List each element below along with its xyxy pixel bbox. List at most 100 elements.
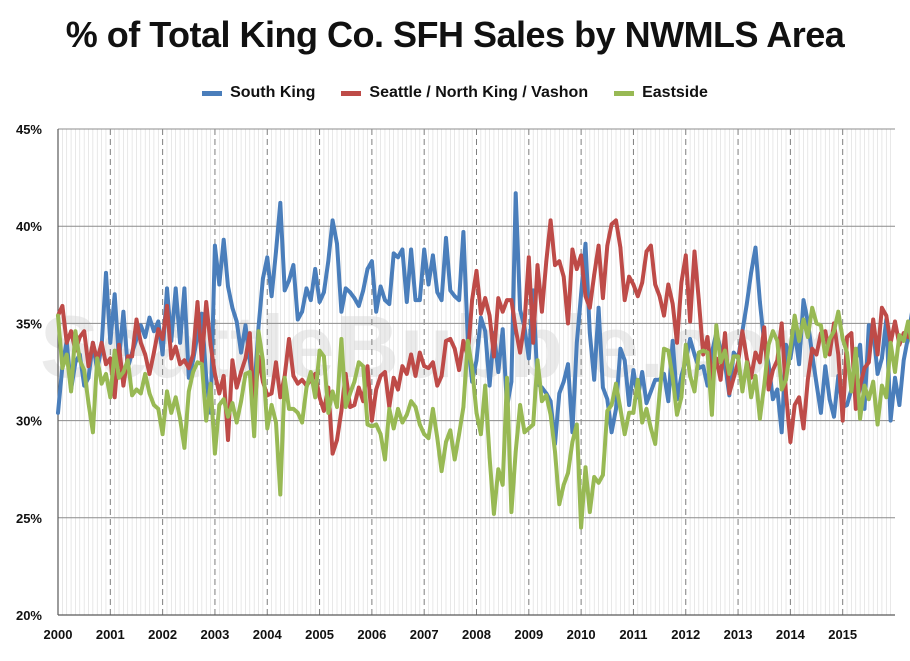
series-0-point (409, 247, 413, 252)
series-1-point (592, 273, 597, 277)
series-2-point (352, 379, 357, 384)
series-2-point (810, 306, 814, 310)
series-2-point (121, 370, 126, 374)
series-0-point (418, 298, 422, 302)
series-0-point (261, 276, 265, 281)
series-0-point (496, 370, 501, 374)
series-0-point (313, 267, 318, 271)
series-0-point (819, 411, 823, 415)
series-2-point (832, 329, 836, 333)
series-2-point (513, 449, 518, 454)
series-1-point (422, 364, 426, 368)
series-2-point (819, 323, 823, 328)
series-1-point (666, 282, 671, 287)
series-1-point (322, 409, 326, 413)
series-1-point (740, 329, 745, 333)
series-0-point (243, 323, 248, 328)
y-tick-label: 20% (16, 608, 42, 623)
series-2-point (553, 449, 557, 454)
series-2-point (631, 411, 636, 415)
series-0-point (431, 253, 435, 258)
series-0-point (204, 376, 209, 380)
series-2-point (509, 510, 514, 514)
series-2-point (409, 399, 413, 403)
series-1-point (165, 304, 169, 308)
series-2-point (383, 457, 387, 462)
series-2-point (666, 348, 671, 353)
series-1-point (801, 426, 806, 431)
series-1-point (827, 352, 832, 357)
series-2-point (230, 401, 235, 405)
series-1-point (234, 385, 239, 390)
series-1-point (64, 341, 69, 345)
series-1-point (649, 243, 653, 248)
series-0-point (112, 292, 117, 297)
series-0-point (274, 249, 278, 254)
series-0-point (295, 317, 300, 322)
series-2-point (69, 389, 73, 394)
series-2-point (823, 354, 828, 359)
series-2-point (304, 385, 309, 390)
series-2-point (474, 411, 479, 415)
series-2-point (77, 358, 82, 363)
series-0-point (527, 356, 531, 361)
series-0-point (256, 325, 261, 330)
series-1-point (810, 346, 814, 351)
series-1-point (544, 259, 549, 263)
series-2-point (614, 381, 618, 386)
series-0-point (579, 292, 583, 297)
series-1-point (383, 370, 387, 374)
series-0-point (391, 251, 396, 256)
series-2-point (701, 348, 705, 353)
series-0-point (814, 381, 819, 386)
series-2-point (130, 393, 134, 398)
series-2-point (779, 387, 784, 392)
series-1-point (718, 377, 723, 382)
series-1-point (409, 352, 413, 357)
series-1-point (492, 354, 496, 359)
series-0-point (426, 282, 431, 287)
series-2-point (849, 389, 854, 394)
series-0-point (143, 335, 147, 339)
series-0-point (771, 397, 775, 402)
series-2-point (806, 335, 810, 339)
series-1-point (339, 409, 344, 413)
series-2-point (217, 403, 222, 407)
series-1-point (291, 374, 296, 378)
series-1-point (239, 370, 243, 374)
legend-item: Seattle / North King / Vashon (341, 84, 588, 102)
series-2-point (548, 412, 553, 417)
series-2-point (374, 422, 379, 427)
series-2-point (496, 467, 501, 472)
series-2-point (635, 377, 640, 382)
series-1-point (143, 352, 147, 357)
series-1-point (853, 407, 858, 411)
series-0-point (156, 319, 161, 324)
series-1-point (884, 313, 889, 318)
series-2-point (574, 422, 579, 427)
series-2-point (679, 395, 684, 400)
x-tick-label: 2004 (253, 627, 283, 642)
series-0-point (649, 389, 653, 394)
series-2-point (897, 333, 902, 337)
series-1-point (845, 335, 849, 339)
y-tick-label: 35% (16, 316, 42, 331)
series-2-point (112, 348, 117, 353)
series-2-point (714, 323, 719, 328)
x-tick-label: 2001 (96, 627, 125, 642)
series-2-point (426, 436, 431, 440)
series-1-point (444, 339, 448, 343)
series-2-point (888, 341, 893, 345)
series-0-point (605, 397, 610, 402)
series-2-point (880, 383, 884, 388)
series-0-point (483, 329, 488, 333)
series-0-point (104, 271, 108, 275)
series-2-point (256, 329, 261, 333)
series-2-point (200, 362, 204, 367)
series-0-point (644, 401, 649, 405)
series-0-point (801, 298, 806, 302)
series-1-point (635, 294, 640, 298)
x-tick-label: 2012 (671, 627, 700, 642)
legend: South King Seattle / North King / Vashon E… (0, 80, 910, 106)
series-2-point (657, 391, 662, 396)
